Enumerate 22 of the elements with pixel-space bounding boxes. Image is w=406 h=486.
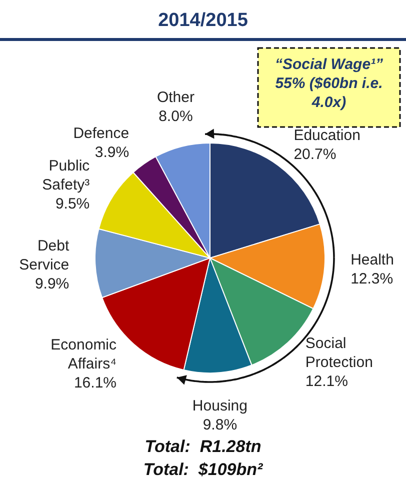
slice-label: Debt Service	[19, 238, 70, 274]
data-label: 12.1%	[305, 372, 348, 390]
text: “Social Wage¹” 55% ($60bn i.e. 4.0x)	[274, 56, 384, 111]
slice-label: Other	[156, 89, 194, 106]
data-label: 9.9%	[34, 276, 70, 293]
data-label: 3.9%	[94, 144, 130, 162]
data-label: 16.1%	[74, 374, 117, 392]
text: Total: $109bn²	[143, 460, 264, 479]
data-label: 8.0%	[158, 108, 193, 126]
data-label: 9.8%	[202, 416, 238, 434]
slice-label: Public Safety³	[42, 158, 90, 194]
slice-label: Education	[294, 127, 360, 144]
data-label: 20.7%	[294, 146, 336, 164]
data-label: 12.3%	[350, 270, 394, 288]
slice-label: Economic Affairs⁴	[50, 336, 118, 373]
text: Total: R1.28tn	[144, 437, 262, 456]
slice-label: Social Protection	[305, 334, 373, 371]
chart-title: 2014/2015	[158, 10, 248, 31]
slice-label: Health	[350, 252, 394, 269]
data-label: 9.5%	[55, 196, 90, 213]
slice-label: Defence	[73, 125, 130, 142]
slice-label: Housing	[192, 398, 248, 415]
